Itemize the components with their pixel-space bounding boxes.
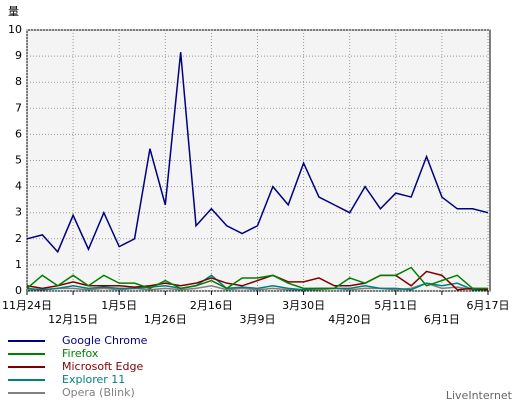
- series-line: [26, 52, 489, 254]
- y-tick-label: 6: [15, 127, 22, 140]
- x-tick-label: 5月11日: [374, 299, 417, 312]
- x-tick-label: 4月20日: [328, 313, 371, 326]
- footer: LiveInternet: [446, 389, 513, 402]
- series-line: [26, 270, 489, 291]
- y-tick-label: 1: [15, 258, 22, 271]
- y-tick-label: 7: [15, 101, 22, 114]
- y-tick-label: 8: [15, 75, 22, 88]
- x-tick-label: 3月9日: [240, 313, 276, 326]
- x-tick-label: 6月1日: [424, 313, 460, 326]
- legend-label: Explorer 11: [62, 373, 125, 386]
- y-tick-label: 10: [8, 23, 22, 36]
- x-tick-label: 12月15日: [48, 313, 98, 326]
- x-tick-label: 11月24日: [2, 299, 52, 312]
- x-tick-label: 3月30日: [282, 299, 325, 312]
- x-tick-label: 1月5日: [101, 299, 137, 312]
- x-tick-label: 6月17日: [467, 299, 510, 312]
- y-tick-label: 0: [15, 284, 22, 297]
- x-tick-label: 1月26日: [144, 313, 187, 326]
- y-tick-label: 3: [15, 206, 22, 219]
- y-tick-label: 2: [15, 232, 22, 245]
- series-line: [26, 266, 488, 290]
- legend-label: Opera (Blink): [62, 386, 135, 399]
- legend-label: Microsoft Edge: [62, 360, 143, 373]
- x-tick-label: 2月16日: [190, 299, 233, 312]
- y-tick-label: 4: [15, 180, 22, 193]
- series-line: [27, 282, 488, 291]
- y-tick-label: 5: [15, 154, 22, 167]
- y-axis-label: 量: [8, 5, 19, 18]
- y-tick-label: 9: [15, 49, 22, 62]
- legend-label: Firefox: [62, 347, 99, 360]
- series-line: [26, 274, 488, 291]
- legend-label: Google Chrome: [62, 334, 148, 347]
